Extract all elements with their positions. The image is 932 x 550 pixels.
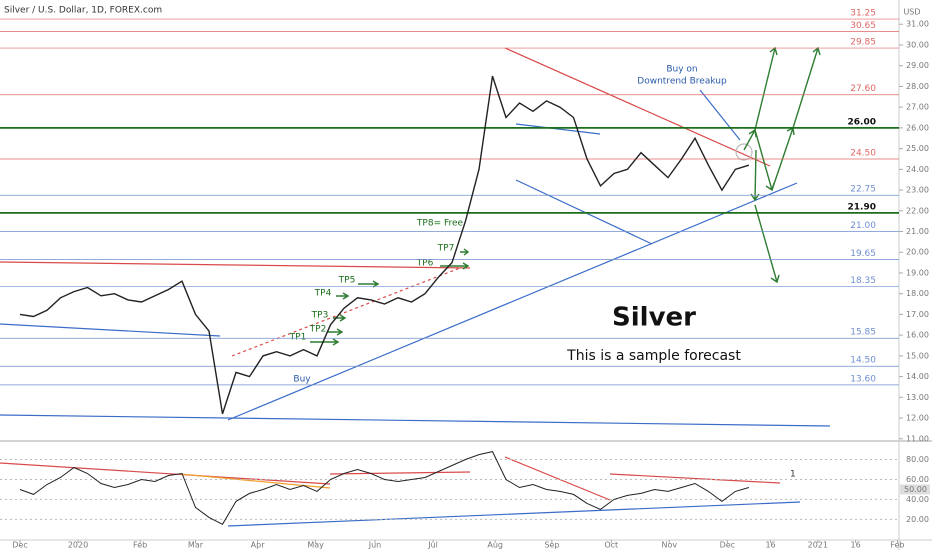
level-label: 27.60 — [850, 84, 876, 94]
y-tick-label: 20.00 — [906, 248, 929, 257]
y-tick-label: 14.00 — [906, 372, 929, 381]
osc-note: 1 — [790, 470, 796, 480]
tp-label: TP4 — [314, 289, 332, 299]
tp-label: TP1 — [289, 333, 307, 343]
y-tick-label: 26.00 — [906, 123, 929, 132]
y-tick-label: 16.00 — [906, 331, 929, 340]
x-tick-label: Mar — [188, 541, 204, 550]
chart-title: Silver / U.S. Dollar, 1D, FOREX.com — [4, 6, 162, 16]
y-tick-label: 11.00 — [906, 434, 929, 443]
y-tick-label: 29.00 — [906, 61, 929, 70]
y-tick-label: 31.00 — [906, 20, 929, 29]
drawings — [0, 46, 831, 527]
y-tick-label: 12.00 — [906, 414, 929, 423]
annotation: Buy on — [666, 65, 697, 75]
osc-line — [329, 471, 471, 475]
osc-line — [227, 501, 801, 527]
level-label: 31.25 — [850, 9, 876, 19]
level-label: 22.75 — [850, 185, 876, 195]
level-label: 26.00 — [848, 117, 876, 127]
x-tick-label: Dec — [720, 541, 735, 550]
tp-label: TP3 — [311, 311, 329, 321]
symbol-label: Silver — [612, 303, 696, 333]
base-line — [0, 414, 831, 427]
osc-current-label: 50.00 — [904, 485, 927, 494]
arrow — [750, 149, 760, 202]
note-pointer — [699, 89, 741, 141]
x-tick-label: Jul — [427, 541, 438, 550]
y-tick-label: 23.00 — [906, 186, 929, 195]
tp-label: TP7 — [437, 244, 455, 254]
x-tick-label: Feb — [133, 541, 147, 550]
y-tick-label: 22.00 — [906, 206, 929, 215]
level-label: 14.50 — [850, 356, 876, 366]
level-label: 30.65 — [850, 21, 876, 31]
breakout-circle — [735, 143, 753, 161]
osc-tick-label: 20.00 — [906, 515, 929, 524]
downtrend-line — [504, 47, 771, 167]
x-tick-label: May — [307, 541, 324, 550]
x-tick-label: Oct — [604, 541, 618, 550]
y-tick-label: 25.00 — [906, 144, 929, 153]
osc-tick-label: 80.00 — [906, 455, 929, 464]
dashed-line — [231, 267, 461, 357]
x-tick-label: Aug — [487, 541, 503, 550]
tp-label: TP6 — [416, 259, 434, 269]
forecast-arrows — [310, 46, 821, 346]
trend-line — [0, 323, 221, 337]
y-tick-label: 18.00 — [906, 289, 929, 298]
y-tick-label: 21.00 — [906, 227, 929, 236]
level-label: 24.50 — [850, 148, 876, 158]
x-tick-label: Nov — [661, 541, 677, 550]
tp-label: TP8= Free — [416, 219, 464, 229]
y-tick-label: 19.00 — [906, 268, 929, 277]
level-label: 13.60 — [850, 374, 876, 384]
x-tick-label: 16 — [765, 541, 775, 550]
osc-current-box — [900, 484, 930, 495]
arrow — [754, 204, 780, 284]
tp-label: TP2 — [309, 325, 327, 335]
annotation: Downtrend Breakup — [637, 77, 727, 87]
y-tick-label: 24.00 — [906, 165, 929, 174]
x-tick-label: Apr — [251, 541, 266, 550]
annotation: Buy — [293, 375, 311, 385]
y-tick-label: 30.00 — [906, 40, 929, 49]
x-tick-label: Jun — [368, 541, 382, 550]
x-tick-label: 2020 — [68, 541, 88, 550]
level-label: 29.85 — [850, 38, 876, 48]
level-label: 21.00 — [850, 221, 876, 231]
currency: USD — [903, 8, 920, 17]
y-tick-label: 15.00 — [906, 351, 929, 360]
x-tick-label: Sep — [544, 541, 559, 550]
y-tick-label: 13.00 — [906, 393, 929, 402]
price-line — [19, 75, 750, 415]
channel-line — [515, 123, 601, 135]
osc-line — [504, 456, 611, 501]
level-label: 18.35 — [850, 276, 876, 286]
y-tick-label: 17.00 — [906, 310, 929, 319]
x-tick-label: 2021 — [808, 541, 828, 550]
resistance-line — [0, 261, 471, 269]
osc-tick-label: 40.00 — [906, 495, 929, 504]
level-label: 21.90 — [848, 202, 876, 212]
osc-tick-label: 60.00 — [906, 475, 929, 484]
osc-line — [0, 462, 331, 485]
osc-line — [609, 473, 781, 484]
support-line — [227, 182, 798, 421]
x-tick-label: 16 — [850, 541, 860, 550]
tp-label: TP5 — [338, 276, 356, 286]
y-tick-label: 28.00 — [906, 82, 929, 91]
level-label: 19.65 — [850, 249, 876, 259]
oscillator-line — [19, 451, 750, 525]
x-tick-label: Dec — [12, 541, 27, 550]
level-label: 15.85 — [850, 328, 876, 338]
x-tick-label: Feb — [890, 541, 904, 550]
subtitle: This is a sample forecast — [566, 348, 741, 364]
y-tick-label: 27.00 — [906, 103, 929, 112]
